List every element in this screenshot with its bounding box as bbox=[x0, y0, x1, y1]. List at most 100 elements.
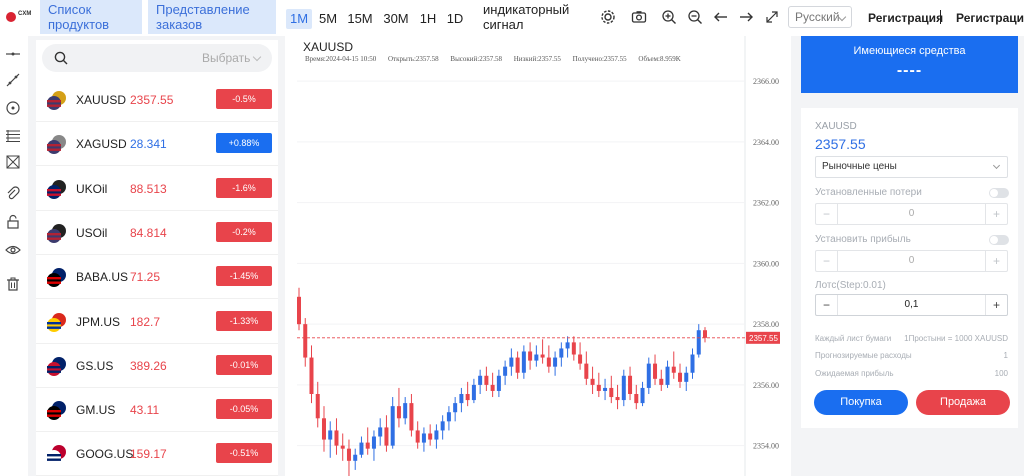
indicator-signal[interactable]: индикаторный сигнал bbox=[483, 2, 570, 32]
buy-button[interactable]: Покупка bbox=[814, 390, 908, 415]
symbol-price: 84.814 bbox=[130, 225, 167, 240]
chart-symbol: XAUUSD bbox=[303, 40, 354, 54]
de-au-flags-icon bbox=[47, 401, 66, 421]
change-badge: +0.88% bbox=[216, 133, 272, 154]
trash-icon[interactable] bbox=[5, 276, 21, 292]
timeframe-1d[interactable]: 1D bbox=[446, 11, 464, 26]
timeframe-30m[interactable]: 30M bbox=[383, 11, 409, 26]
candle-body bbox=[340, 445, 345, 449]
candle-body bbox=[359, 442, 364, 455]
list-item[interactable]: UKOil 88.513 -1.6% bbox=[36, 167, 278, 211]
fib-lines-icon[interactable] bbox=[5, 128, 21, 144]
candle-body bbox=[453, 403, 458, 413]
price-chart[interactable]: XAUUSD Время:2024-04-15 10:50 Открыть:23… bbox=[285, 36, 791, 476]
circle-target-icon[interactable] bbox=[5, 100, 21, 116]
order-type-select[interactable]: Рыночные цены bbox=[815, 156, 1008, 178]
lots-plus-button[interactable]: + bbox=[985, 295, 1007, 315]
stop-loss-minus-button[interactable]: − bbox=[816, 204, 838, 224]
symbol-price: 2357.55 bbox=[130, 93, 174, 107]
candle-body bbox=[459, 394, 464, 404]
symbol-name: GS.US bbox=[76, 358, 114, 373]
ohlc-received: Получено:2357.55 bbox=[572, 55, 627, 63]
register-link-2[interactable]: Регистрация bbox=[956, 11, 1024, 25]
search-input[interactable] bbox=[42, 44, 216, 72]
candle-body bbox=[353, 454, 358, 461]
change-badge: -0.01% bbox=[216, 354, 272, 375]
gold-bars-us-flag-icon bbox=[47, 91, 66, 110]
candle-body bbox=[303, 324, 308, 358]
camera-icon[interactable] bbox=[631, 9, 647, 25]
candle-body bbox=[440, 421, 445, 431]
arrow-left-icon[interactable] bbox=[713, 9, 729, 25]
tab-product-list[interactable]: Список продуктов bbox=[40, 0, 142, 34]
arrow-right-icon[interactable] bbox=[738, 9, 754, 25]
eye-icon[interactable] bbox=[5, 242, 21, 258]
tab-order-view[interactable]: Представление заказов bbox=[148, 0, 276, 34]
horizontal-line-icon[interactable] bbox=[5, 46, 21, 62]
candle-body bbox=[396, 406, 401, 419]
candle-body bbox=[653, 363, 658, 379]
settings-icon[interactable] bbox=[600, 9, 616, 25]
search-icon bbox=[54, 51, 68, 65]
list-item[interactable]: GOOG.US 159.17 -0.51% bbox=[36, 432, 278, 476]
zoom-out-icon[interactable] bbox=[687, 9, 703, 25]
list-item[interactable]: USOil 84.814 -0.2% bbox=[36, 211, 278, 255]
zoom-in-icon[interactable] bbox=[661, 9, 677, 25]
timeframe-5m[interactable]: 5M bbox=[318, 11, 338, 26]
candle-body bbox=[321, 418, 326, 440]
contract-size-value: 1Простыни = 1000 XAUUSD bbox=[904, 334, 1008, 343]
paperclip-icon[interactable] bbox=[5, 186, 21, 202]
chevron-down-icon bbox=[992, 161, 1001, 170]
stop-loss-toggle[interactable] bbox=[989, 188, 1009, 198]
trend-line-icon[interactable] bbox=[5, 72, 21, 88]
timeframe-15m[interactable]: 15M bbox=[347, 11, 373, 26]
candle-body bbox=[503, 366, 508, 376]
list-item[interactable]: XAUUSD 2357.55 -0.5% bbox=[36, 78, 278, 122]
take-profit-input[interactable]: 0 bbox=[908, 255, 915, 266]
list-item[interactable]: JPM.US 182.7 -1.33% bbox=[36, 300, 278, 344]
list-item[interactable]: GM.US 43.11 -0.05% bbox=[36, 388, 278, 433]
candle-body bbox=[584, 363, 589, 379]
candle-body bbox=[371, 436, 376, 449]
change-badge: -1.45% bbox=[216, 266, 272, 287]
pattern-icon[interactable] bbox=[5, 154, 21, 170]
candle-body bbox=[378, 427, 383, 437]
candle-body bbox=[428, 433, 433, 440]
list-item[interactable]: GS.US 389.26 -0.01% bbox=[36, 344, 278, 388]
language-select[interactable]: Русский bbox=[788, 6, 852, 28]
candle-body bbox=[646, 363, 651, 388]
unlock-icon[interactable] bbox=[5, 214, 21, 230]
candle-body bbox=[634, 394, 639, 404]
y-tick-label: 2360.00 bbox=[753, 259, 779, 268]
lots-label: Лотс(Step:0.01) bbox=[815, 280, 886, 291]
fullscreen-icon[interactable] bbox=[764, 9, 780, 25]
stop-loss-plus-button[interactable]: + bbox=[985, 204, 1007, 224]
candle-body bbox=[415, 430, 420, 443]
candlestick-chart: 2366.00 2364.00 2362.00 2360.00 2358.00 2356.… bbox=[297, 36, 780, 476]
de-au-flags-icon bbox=[47, 268, 66, 288]
take-profit-plus-button[interactable]: + bbox=[985, 251, 1007, 271]
list-item[interactable]: XAGUSD 28.341 +0.88% bbox=[36, 122, 278, 167]
candle-body bbox=[540, 354, 545, 358]
stop-loss-input[interactable]: 0 bbox=[908, 208, 915, 219]
category-select[interactable]: Выбрать bbox=[188, 44, 272, 72]
candle-body bbox=[334, 430, 339, 446]
candle-body bbox=[496, 375, 501, 391]
list-item[interactable]: BABA.US 71.25 -1.45% bbox=[36, 255, 278, 300]
current-price-badge bbox=[746, 331, 780, 344]
timeframe-1m[interactable]: 1M bbox=[286, 9, 312, 29]
take-profit-toggle[interactable] bbox=[989, 235, 1009, 245]
lots-input[interactable]: 0,1 bbox=[904, 299, 919, 310]
candle-body bbox=[484, 375, 489, 385]
sell-button[interactable]: Продажа bbox=[916, 390, 1010, 415]
oil-uk-flag-icon bbox=[47, 179, 66, 199]
symbol-price: 159.17 bbox=[130, 447, 167, 462]
register-link-1[interactable]: Регистрация bbox=[868, 11, 944, 25]
symbol-price: 88.513 bbox=[130, 181, 167, 196]
candle-body bbox=[665, 366, 670, 385]
timeframe-1h[interactable]: 1H bbox=[419, 11, 437, 26]
candle-body bbox=[578, 354, 583, 364]
take-profit-minus-button[interactable]: − bbox=[816, 251, 838, 271]
lots-minus-button[interactable]: − bbox=[816, 295, 838, 315]
ohlc-high: Высокий:2357.58 bbox=[450, 55, 502, 63]
